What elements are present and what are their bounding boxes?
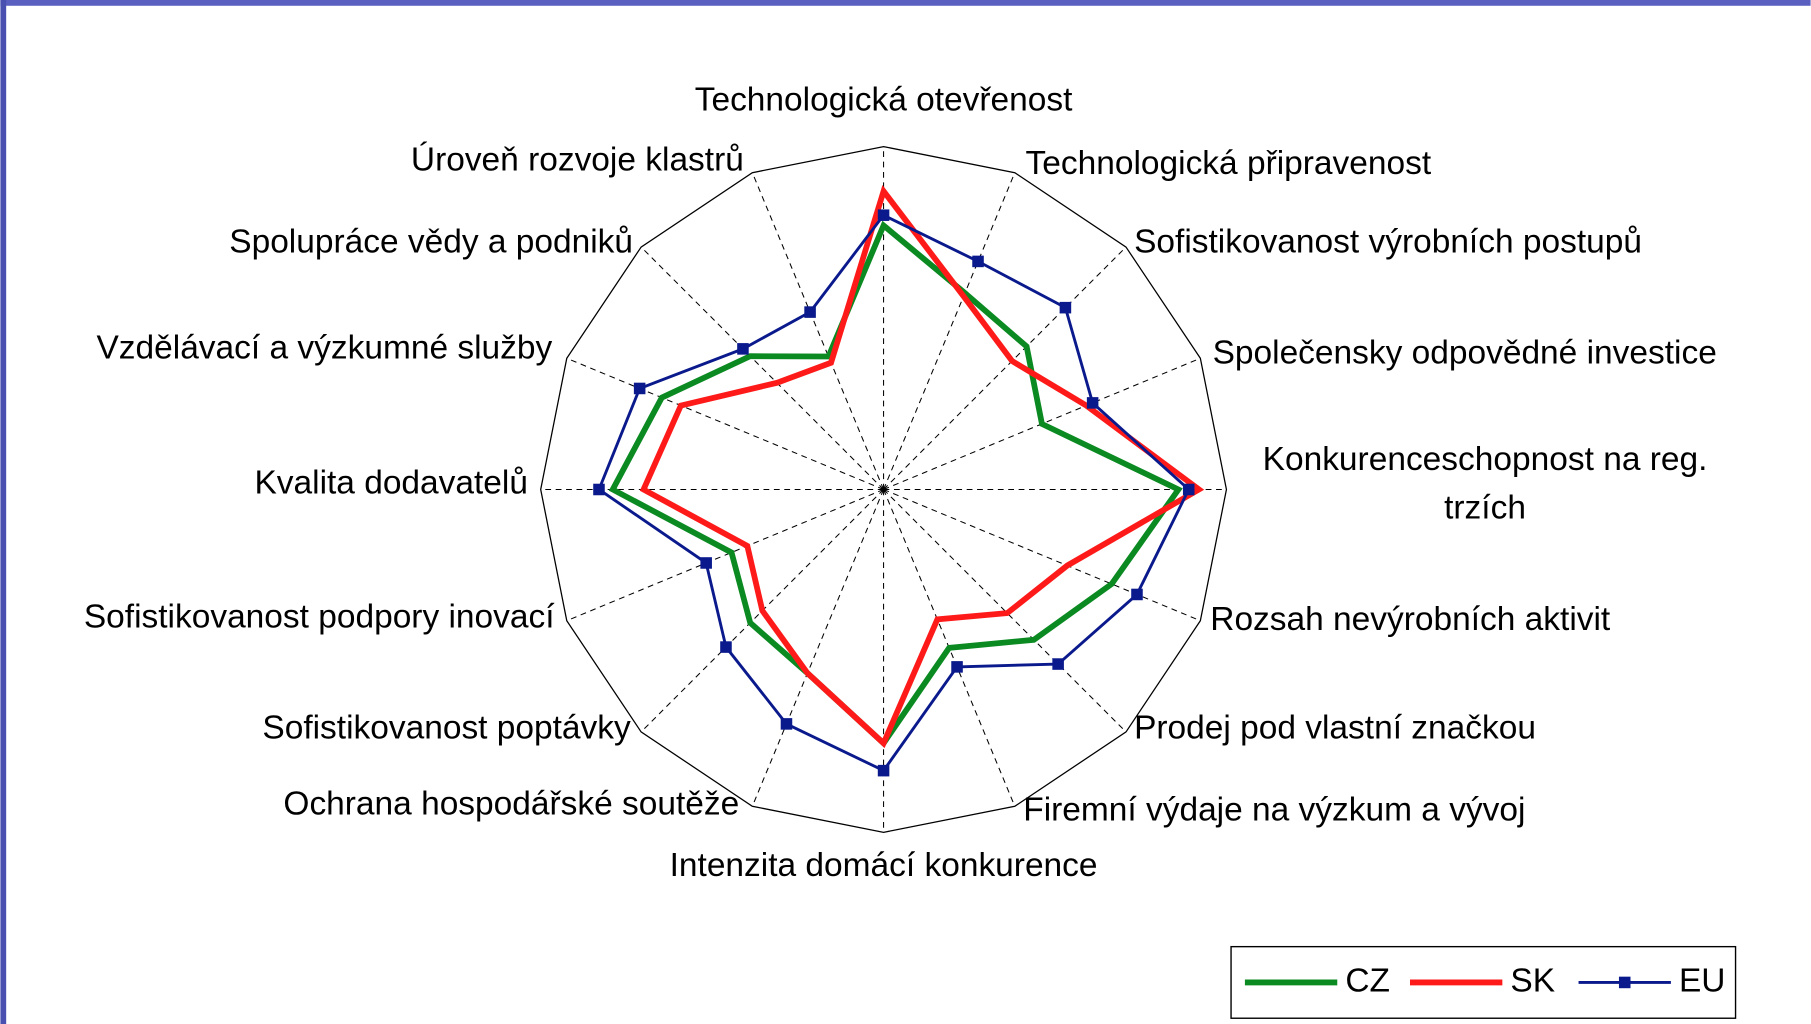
spoke [566, 489, 884, 622]
spoke [883, 489, 1201, 622]
category-label: Intenzita domácí konkurence [670, 847, 1098, 884]
category-label: Technologická připravenost [1026, 145, 1432, 182]
series-marker [972, 255, 984, 268]
series-marker [780, 718, 793, 730]
series-marker [593, 483, 605, 496]
series-marker [737, 343, 749, 355]
series-marker [1182, 483, 1195, 496]
spoke [883, 172, 1016, 490]
category-label: Spolupráce vědy a podniků [229, 223, 633, 260]
category-label: Sofistikovanost podpory inovací [84, 599, 555, 636]
top-frame [0, 0, 1811, 6]
category-label: Sofistikovanost výrobních postupů [1134, 223, 1642, 260]
series-marker [700, 557, 712, 569]
legend: CZ SK EU [1230, 945, 1737, 1019]
series-marker [804, 306, 816, 318]
category-label: Společensky odpovědné investice [1213, 334, 1717, 371]
series-line [639, 184, 1205, 749]
category-label: Kvalita dodavatelů [254, 465, 528, 502]
legend-marker [1618, 976, 1631, 989]
legend-label: EU [1679, 962, 1726, 999]
outer-ring [540, 145, 1228, 834]
category-label: Vzdělávací a výzkumné služby [96, 330, 552, 367]
labels: Technologická otevřenost Technologická př… [84, 81, 1717, 884]
series-marker [633, 382, 646, 395]
spoke [751, 172, 885, 490]
series-marker [877, 764, 890, 777]
category-label: Rozsah nevýrobních aktivit [1210, 601, 1611, 638]
left-frame [0, 0, 7, 1024]
category-label: Technologická otevřenost [695, 81, 1073, 118]
legend-label: SK [1510, 962, 1555, 999]
spoke [751, 489, 885, 807]
category-label-box: Konkurenceschopnost na reg. trzích [1262, 441, 1708, 527]
series-line [597, 213, 1191, 773]
spoke [883, 246, 1127, 490]
series-layer [593, 184, 1205, 777]
series-marker [877, 209, 890, 221]
spoke [566, 357, 884, 490]
legend-label: CZ [1345, 962, 1390, 999]
series-marker [951, 661, 963, 673]
category-label: Ochrana hospodářské soutěže [283, 786, 739, 823]
series-marker [1052, 658, 1064, 670]
series-marker [1131, 588, 1143, 601]
series-marker [1059, 301, 1072, 314]
category-label: Sofistikovanost poptávky [262, 709, 631, 746]
series-marker [720, 641, 732, 653]
category-label: Firemní výdaje na výzkum a vývoj [1023, 791, 1525, 828]
category-label: Konkurenceschopnost na reg. trzích [1262, 441, 1708, 527]
category-label: Úroveň rozvoje klastrů [411, 140, 744, 178]
spoke [640, 246, 884, 490]
grid [540, 145, 1228, 834]
category-label: Prodej pod vlastní značkou [1134, 709, 1536, 746]
series-marker [1086, 397, 1099, 409]
